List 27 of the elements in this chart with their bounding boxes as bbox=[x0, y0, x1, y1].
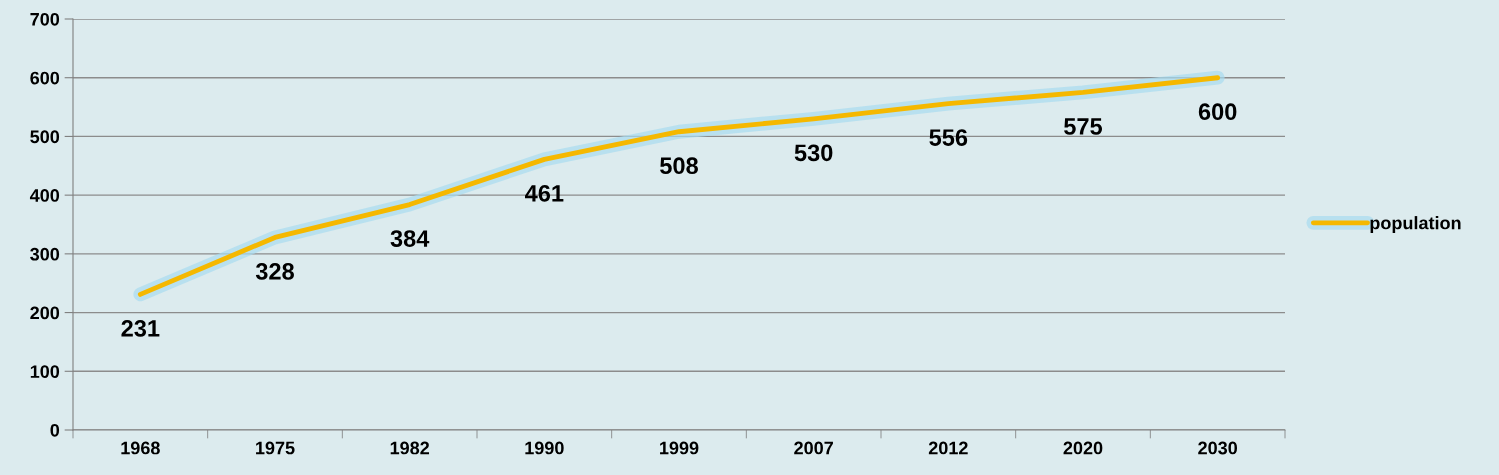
y-tick-label: 200 bbox=[30, 306, 60, 320]
x-tick-label: 1975 bbox=[256, 441, 295, 455]
data-label: 600 bbox=[1198, 103, 1237, 121]
x-tick-label: 2007 bbox=[794, 441, 833, 455]
data-label: 384 bbox=[390, 230, 430, 247]
x-tick-label: 2012 bbox=[928, 441, 968, 455]
x-tick-label: 2030 bbox=[1198, 441, 1238, 455]
y-tick-label: 400 bbox=[29, 189, 60, 202]
x-tick-label: 2020 bbox=[1063, 441, 1103, 455]
data-label: 461 bbox=[525, 184, 564, 202]
x-tick-label: 1990 bbox=[525, 441, 564, 455]
data-label: 328 bbox=[255, 263, 294, 280]
y-tick-label: 300 bbox=[30, 247, 60, 261]
x-tick-label: 1999 bbox=[660, 441, 699, 455]
y-tick-label: 600 bbox=[30, 71, 60, 85]
data-label: 530 bbox=[794, 144, 833, 162]
legend-label: population bbox=[1370, 216, 1461, 233]
data-label: 556 bbox=[929, 129, 968, 146]
y-tick-label: 0 bbox=[50, 423, 60, 437]
x-tick-label: 1968 bbox=[121, 441, 160, 455]
data-label: 231 bbox=[121, 319, 160, 337]
data-label: 575 bbox=[1064, 118, 1103, 135]
y-tick-label: 100 bbox=[30, 365, 60, 379]
y-tick-label: 500 bbox=[30, 130, 60, 144]
data-label: 508 bbox=[660, 157, 698, 175]
y-tick-label: 700 bbox=[30, 12, 60, 26]
x-tick-label: 1982 bbox=[390, 441, 430, 455]
